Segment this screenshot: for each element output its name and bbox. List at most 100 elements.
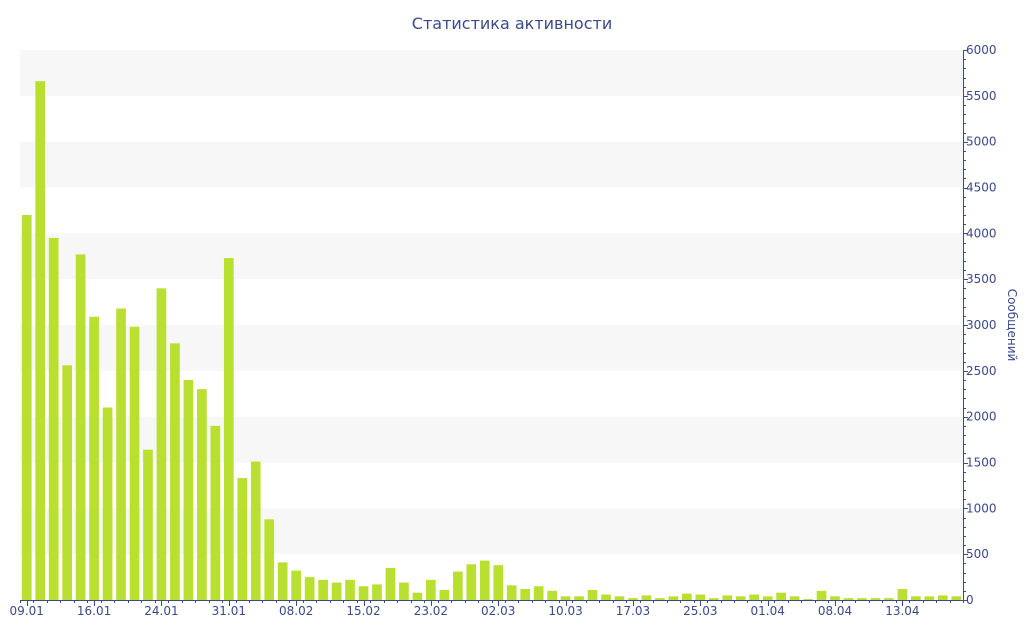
bar xyxy=(641,595,652,600)
axes: 0 500 1000 1500 2000 2500 3000 3500 4000 4500 5000… xyxy=(10,43,997,618)
bar xyxy=(789,596,800,600)
bar xyxy=(466,564,477,600)
x-tick-label: 08.02 xyxy=(279,604,313,618)
bar xyxy=(21,215,32,600)
x-tick-label: 02.03 xyxy=(481,604,515,618)
bar xyxy=(372,584,382,600)
bar xyxy=(506,585,517,600)
y-tick-label: 0 xyxy=(966,593,974,607)
bar xyxy=(439,589,450,600)
x-tick-label: 08.04 xyxy=(818,604,852,618)
x-tick-label: 31.01 xyxy=(212,604,246,618)
bar xyxy=(170,343,180,600)
bar xyxy=(304,577,315,600)
y-tick-label: 5500 xyxy=(966,89,997,103)
grid-band xyxy=(20,50,963,96)
x-tick-label: 09.01 xyxy=(10,604,44,618)
bar xyxy=(210,425,221,600)
y-tick-label: 4500 xyxy=(966,181,997,195)
bar xyxy=(89,316,99,600)
bars xyxy=(21,81,962,600)
bar xyxy=(116,308,126,600)
bar xyxy=(345,579,355,600)
bar xyxy=(35,81,46,600)
y-tick-label: 1500 xyxy=(966,456,997,470)
bar xyxy=(197,389,207,600)
y-tick-label: 2000 xyxy=(966,410,997,424)
bar xyxy=(924,596,935,600)
bar xyxy=(358,586,369,600)
bar xyxy=(264,519,275,600)
bar xyxy=(547,590,557,600)
bar xyxy=(520,589,531,600)
bar xyxy=(587,589,598,600)
bar xyxy=(830,596,840,600)
bar xyxy=(951,596,962,600)
bar xyxy=(843,598,854,600)
bar xyxy=(331,582,342,600)
bar xyxy=(870,598,881,600)
bar xyxy=(762,596,773,600)
bar xyxy=(897,589,908,600)
bar xyxy=(749,594,760,600)
bar xyxy=(318,579,328,600)
bar xyxy=(601,594,611,600)
bar xyxy=(143,449,153,600)
bar xyxy=(533,586,544,600)
bar xyxy=(937,595,948,600)
bar xyxy=(884,598,894,600)
bar xyxy=(277,562,288,600)
bar xyxy=(156,288,167,600)
y-tick-label: 4000 xyxy=(966,226,997,240)
y-tick-label: 5000 xyxy=(966,135,997,149)
bar xyxy=(560,596,571,600)
bar xyxy=(803,599,813,600)
bar xyxy=(412,592,423,600)
bar xyxy=(223,258,234,600)
x-tick-label: 17.03 xyxy=(616,604,650,618)
bar xyxy=(628,598,638,600)
bar xyxy=(183,380,194,600)
x-tick-label: 13.04 xyxy=(885,604,919,618)
x-tick-label: 01.04 xyxy=(750,604,784,618)
bar xyxy=(452,571,463,600)
bar xyxy=(291,570,302,600)
bar xyxy=(250,461,261,600)
bar xyxy=(708,598,719,600)
bar xyxy=(399,582,409,600)
bar xyxy=(48,237,59,600)
bar xyxy=(102,407,113,600)
bar xyxy=(574,596,584,600)
bar xyxy=(722,595,733,600)
bar xyxy=(479,560,490,600)
grid-band xyxy=(20,141,963,188)
bar xyxy=(385,567,396,600)
bar xyxy=(129,326,140,600)
y-tick-label: 1000 xyxy=(966,501,997,515)
bar xyxy=(426,579,436,600)
y-tick-label: 500 xyxy=(966,547,989,561)
bar xyxy=(695,594,706,600)
x-tick-label: 16.01 xyxy=(77,604,111,618)
x-tick-label: 25.03 xyxy=(683,604,717,618)
bar xyxy=(911,596,921,600)
bar xyxy=(237,478,248,600)
bar xyxy=(776,592,786,600)
bar xyxy=(614,596,625,600)
bar xyxy=(62,365,72,600)
bar xyxy=(681,593,692,600)
bar xyxy=(857,598,867,600)
bar xyxy=(735,596,746,600)
y-tick-label: 6000 xyxy=(966,43,997,57)
y-axis-label: Сообщений xyxy=(1005,288,1019,362)
chart-title: Статистика активности xyxy=(411,14,613,33)
x-tick-label: 24.01 xyxy=(144,604,178,618)
bar xyxy=(655,598,665,600)
y-tick-label: 2500 xyxy=(966,364,997,378)
x-tick-label: 10.03 xyxy=(548,604,582,618)
bar xyxy=(816,590,827,600)
x-tick-label: 15.02 xyxy=(346,604,380,618)
y-tick-label: 3500 xyxy=(966,272,997,286)
